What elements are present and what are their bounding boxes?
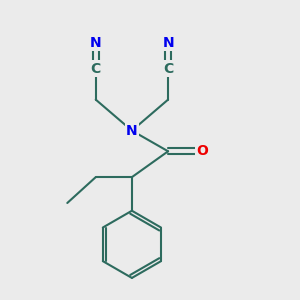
Text: N: N xyxy=(126,124,138,138)
Text: C: C xyxy=(163,61,173,76)
Text: N: N xyxy=(90,36,101,50)
Text: N: N xyxy=(162,36,174,50)
Text: C: C xyxy=(91,61,101,76)
Text: O: O xyxy=(196,144,208,158)
